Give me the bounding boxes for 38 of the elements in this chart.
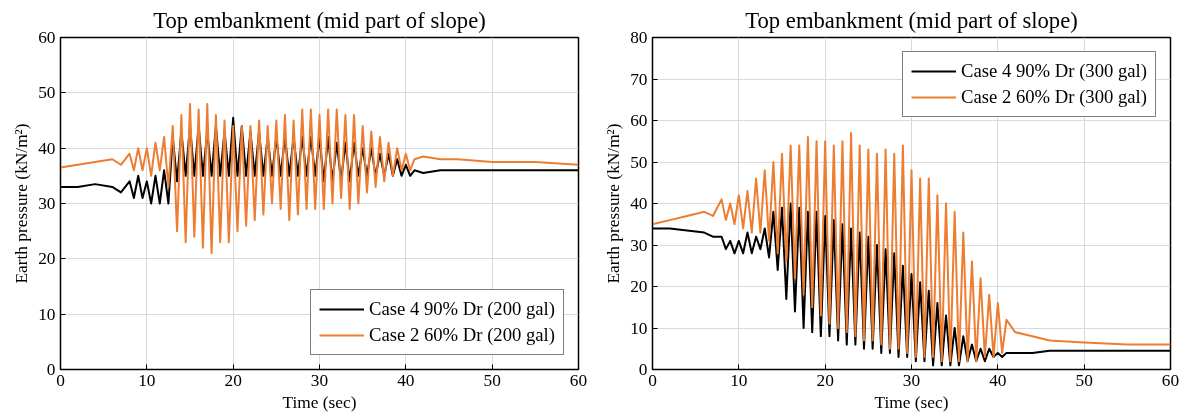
y-tick-label: 10 [38, 304, 56, 324]
line-series [60, 102, 579, 255]
y-tick-label: 30 [38, 194, 56, 213]
y-tick-label: 40 [630, 194, 648, 213]
y-tick-label: 50 [38, 83, 56, 103]
y-tick-label: 50 [630, 152, 648, 172]
x-tick-label: 50 [483, 370, 501, 390]
y-axis-title: Earth pressure (kN/m²) [604, 123, 624, 284]
y-tick-label: 20 [630, 277, 648, 296]
x-tick-label: 30 [310, 370, 329, 390]
y-tick-label: 30 [630, 235, 648, 255]
legend-label: Case 4 90% Dr (300 gal) [961, 60, 1147, 82]
y-tick-label: 40 [38, 138, 56, 158]
chart-title: Top embankment (mid part of slope) [745, 7, 1078, 33]
x-tick-label: 20 [816, 370, 834, 390]
y-tick-label: 60 [630, 111, 648, 130]
line-series [652, 131, 1171, 363]
x-tick-label: 50 [1075, 370, 1093, 390]
x-tick-label: 20 [224, 370, 242, 390]
x-tick-label: 10 [138, 370, 156, 390]
chart-title: Top embankment (mid part of slope) [153, 7, 486, 33]
x-tick-label: 60 [569, 370, 588, 390]
x-tick-label: 10 [730, 370, 748, 390]
legend-label: Case 4 90% Dr (200 gal) [369, 298, 555, 320]
y-tick-label: 10 [630, 318, 648, 338]
x-tick-label: 40 [397, 370, 415, 390]
y-tick-label: 60 [38, 28, 56, 47]
x-axis-title: Time (sec) [282, 392, 357, 412]
y-tick-label: 20 [38, 249, 56, 269]
x-tick-label: 30 [902, 370, 921, 390]
x-tick-label: 60 [1161, 370, 1180, 390]
y-tick-label: 70 [630, 69, 648, 89]
y-axis-title: Earth pressure (kN/m²) [12, 123, 32, 284]
legend-label: Case 2 60% Dr (200 gal) [369, 324, 555, 346]
y-tick-label: 80 [630, 28, 648, 47]
x-tick-label: 40 [989, 370, 1007, 390]
legend-label: Case 2 60% Dr (300 gal) [961, 86, 1147, 108]
x-axis-title: Time (sec) [874, 392, 949, 412]
